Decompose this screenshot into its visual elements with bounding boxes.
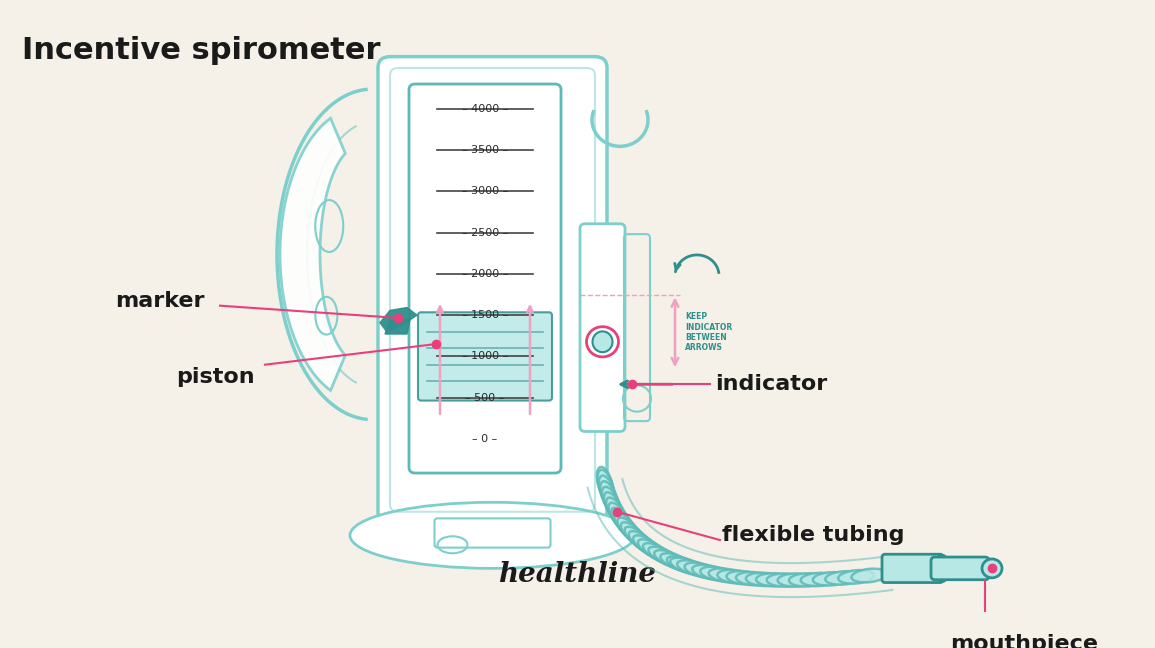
FancyBboxPatch shape [882,554,942,583]
Text: indicator: indicator [715,375,827,394]
Ellipse shape [677,561,711,576]
Ellipse shape [851,569,887,583]
Text: – 1500 –: – 1500 – [462,310,508,320]
Text: – 3000 –: – 3000 – [462,186,508,196]
Ellipse shape [593,331,612,352]
Ellipse shape [700,567,736,581]
FancyBboxPatch shape [931,557,989,580]
Ellipse shape [777,573,813,586]
FancyBboxPatch shape [409,84,561,473]
Ellipse shape [936,555,949,582]
Ellipse shape [604,492,625,523]
Text: flexible tubing: flexible tubing [722,526,904,546]
Ellipse shape [625,527,653,551]
Ellipse shape [767,573,803,586]
Ellipse shape [726,571,762,584]
Ellipse shape [618,518,643,544]
FancyBboxPatch shape [418,312,552,400]
Ellipse shape [654,550,687,569]
Ellipse shape [638,539,669,561]
Ellipse shape [633,535,663,558]
FancyBboxPatch shape [378,56,608,523]
Ellipse shape [350,502,635,568]
Text: – 1000 –: – 1000 – [462,351,508,362]
Text: mouthpiece: mouthpiece [951,634,1098,648]
Ellipse shape [692,565,728,580]
Ellipse shape [601,481,619,513]
Ellipse shape [685,562,720,578]
Ellipse shape [839,570,874,584]
Text: – 4000 –: – 4000 – [462,104,508,113]
Text: – 2000 –: – 2000 – [462,269,508,279]
Ellipse shape [597,470,614,503]
Ellipse shape [666,556,701,573]
Ellipse shape [614,513,639,540]
Ellipse shape [736,572,772,585]
Ellipse shape [826,571,862,584]
Text: – 0 –: – 0 – [472,434,498,444]
Ellipse shape [598,476,617,508]
Text: KEEP
INDICATOR
BETWEEN
ARROWS: KEEP INDICATOR BETWEEN ARROWS [685,312,732,353]
Ellipse shape [670,558,705,574]
Text: – 2500 –: – 2500 – [462,227,508,238]
Ellipse shape [717,570,753,584]
Text: marker: marker [116,291,204,311]
Ellipse shape [661,553,694,572]
Ellipse shape [813,572,849,586]
Text: – 3500 –: – 3500 – [462,145,508,155]
Ellipse shape [757,573,792,586]
Polygon shape [385,320,410,334]
Ellipse shape [643,543,675,564]
Polygon shape [380,308,417,332]
Text: – 500 –: – 500 – [465,393,505,402]
Ellipse shape [606,498,627,528]
Ellipse shape [709,568,744,583]
Ellipse shape [628,531,658,555]
Ellipse shape [800,573,836,586]
Circle shape [982,559,1003,578]
Text: Incentive spirometer: Incentive spirometer [22,36,380,65]
Text: piston: piston [177,367,255,387]
Ellipse shape [789,573,825,586]
Ellipse shape [648,547,681,566]
FancyBboxPatch shape [580,224,625,432]
Ellipse shape [621,522,648,548]
Ellipse shape [597,467,613,500]
Polygon shape [280,119,345,391]
Text: healthline: healthline [498,561,656,588]
Ellipse shape [746,573,782,586]
Ellipse shape [602,487,621,518]
Ellipse shape [609,503,632,532]
Ellipse shape [611,508,635,537]
